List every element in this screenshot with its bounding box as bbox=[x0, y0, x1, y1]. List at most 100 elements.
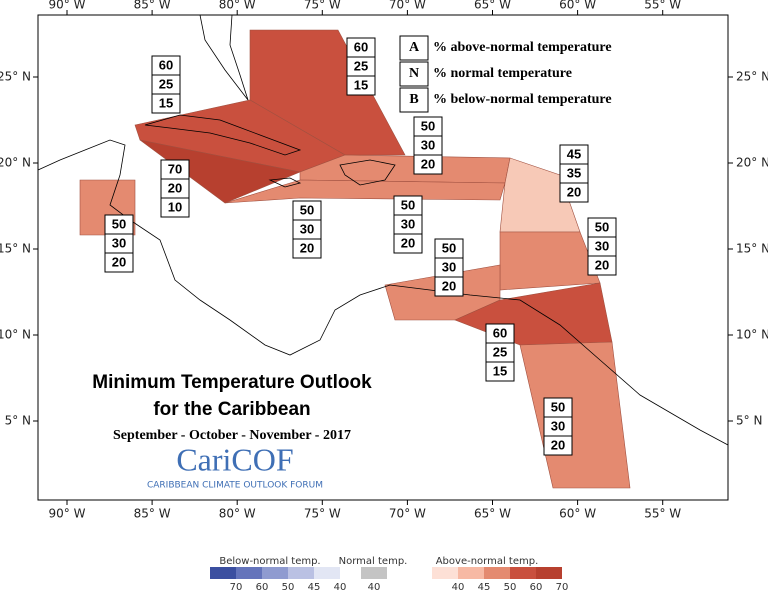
y-axis-label-right: 15° N bbox=[736, 242, 768, 256]
x-axis-label-top: 60° W bbox=[559, 0, 596, 12]
probability-value: 20 bbox=[595, 257, 609, 272]
legend-swatch bbox=[314, 567, 340, 579]
probability-value: 50 bbox=[595, 219, 609, 234]
hispaniola bbox=[339, 159, 396, 186]
probability-cell bbox=[292, 238, 322, 259]
key-cell bbox=[399, 87, 429, 113]
regions bbox=[79, 29, 631, 489]
x-axis-label: 80° W bbox=[219, 507, 256, 521]
legend-swatch bbox=[210, 567, 236, 579]
x-axis-label-top: 90° W bbox=[49, 0, 86, 12]
legend-tick: 45 bbox=[478, 582, 491, 590]
y-axis-label-right: 5° N bbox=[736, 414, 762, 428]
probability-value: 20 bbox=[421, 156, 435, 171]
legend-label: Below-normal temp. bbox=[219, 556, 320, 567]
x-axis-label: 55° W bbox=[644, 507, 681, 521]
probability-cell bbox=[346, 75, 376, 96]
legend-tick: 45 bbox=[308, 582, 321, 590]
probability-value: 35 bbox=[567, 165, 581, 180]
probability-value: 20 bbox=[442, 278, 456, 293]
x-axis-label: 65° W bbox=[474, 507, 511, 521]
probability-value: 30 bbox=[300, 221, 314, 236]
probability-value: 50 bbox=[112, 216, 126, 231]
subtitle: September - October - November - 2017 bbox=[113, 428, 351, 443]
probability-cell bbox=[434, 276, 464, 297]
key-text: % below-normal temperature bbox=[433, 92, 612, 107]
probability-cell bbox=[151, 93, 181, 114]
probability-value: 30 bbox=[401, 216, 415, 231]
cuba bbox=[144, 114, 302, 156]
region-jamaica-pr bbox=[224, 179, 506, 204]
probability-value: 20 bbox=[401, 235, 415, 250]
probability-value: 25 bbox=[493, 344, 507, 359]
legend-tick: 50 bbox=[504, 582, 517, 590]
key: A % above-normal temperature N % normal tem… bbox=[399, 35, 612, 113]
key-cell bbox=[399, 61, 429, 87]
probability-value: 30 bbox=[421, 137, 435, 152]
legend-swatch bbox=[458, 567, 484, 579]
florida bbox=[199, 14, 249, 101]
probability-value: 30 bbox=[595, 238, 609, 253]
region-bahamas bbox=[249, 29, 406, 156]
legend-label: Normal temp. bbox=[339, 556, 408, 567]
x-axis-label-top: 70° W bbox=[389, 0, 426, 12]
probability-cell bbox=[104, 252, 134, 273]
legend-tick: 50 bbox=[282, 582, 295, 590]
key-letter: N bbox=[409, 66, 419, 81]
probability-cell bbox=[485, 361, 515, 382]
y-axis-label: 5° N bbox=[5, 414, 31, 428]
probability-cell bbox=[587, 255, 617, 276]
x-axis-label: 85° W bbox=[134, 507, 171, 521]
probability-cell bbox=[543, 435, 573, 456]
axis-ticks bbox=[33, 10, 733, 505]
x-axis-label-top: 80° W bbox=[219, 0, 256, 12]
coastlines bbox=[37, 14, 729, 446]
probability-value: 20 bbox=[112, 254, 126, 269]
probability-cell bbox=[413, 154, 443, 175]
x-axis-label-top: 55° W bbox=[644, 0, 681, 12]
x-axis-label: 90° W bbox=[49, 507, 86, 521]
x-axis-label-top: 85° W bbox=[134, 0, 171, 12]
probability-value: 20 bbox=[168, 180, 182, 195]
legend-swatch bbox=[236, 567, 262, 579]
y-axis-label: 15° N bbox=[0, 242, 31, 256]
y-axis-label-right: 25° N bbox=[736, 70, 768, 84]
legend-swatch bbox=[484, 567, 510, 579]
legend-tick: 40 bbox=[368, 582, 381, 590]
legend-swatch bbox=[432, 567, 458, 579]
key-letter: B bbox=[409, 92, 418, 107]
y-axis-label: 25° N bbox=[0, 70, 31, 84]
legend-label: Above-normal temp. bbox=[436, 556, 539, 567]
probability-value: 15 bbox=[159, 95, 173, 110]
title-line2: for the Caribbean bbox=[153, 399, 310, 420]
probability-value: 60 bbox=[493, 325, 507, 340]
logo: CariCOF bbox=[176, 441, 293, 477]
x-axis-label: 75° W bbox=[304, 507, 341, 521]
probability-value: 45 bbox=[567, 146, 581, 161]
title-line1: Minimum Temperature Outlook bbox=[92, 372, 372, 393]
legend-tick: 60 bbox=[530, 582, 543, 590]
probability-value: 20 bbox=[551, 437, 565, 452]
legend-tick: 40 bbox=[334, 582, 347, 590]
legend-swatch bbox=[288, 567, 314, 579]
y-axis-label-right: 10° N bbox=[736, 328, 768, 342]
probability-value: 15 bbox=[354, 77, 368, 92]
probability-value: 50 bbox=[442, 240, 456, 255]
probability-value: 20 bbox=[300, 240, 314, 255]
x-axis-label-top: 75° W bbox=[304, 0, 341, 12]
probability-value: 25 bbox=[159, 76, 173, 91]
key-letter: A bbox=[409, 40, 420, 55]
probability-cell bbox=[393, 233, 423, 254]
key-text: % above-normal temperature bbox=[433, 40, 612, 55]
probability-value: 50 bbox=[401, 197, 415, 212]
legend-swatch bbox=[361, 567, 387, 579]
legend-swatch bbox=[262, 567, 288, 579]
probability-value: 50 bbox=[551, 399, 565, 414]
legend: Below-normal temp. 70 60 50 45 40 Normal temp.… bbox=[210, 556, 568, 593]
legend-tick: 70 bbox=[230, 582, 243, 590]
y-axis-label-right: 20° N bbox=[736, 156, 768, 170]
probability-value: 60 bbox=[354, 39, 368, 54]
probability-value: 30 bbox=[551, 418, 565, 433]
legend-tick: 40 bbox=[452, 582, 465, 590]
